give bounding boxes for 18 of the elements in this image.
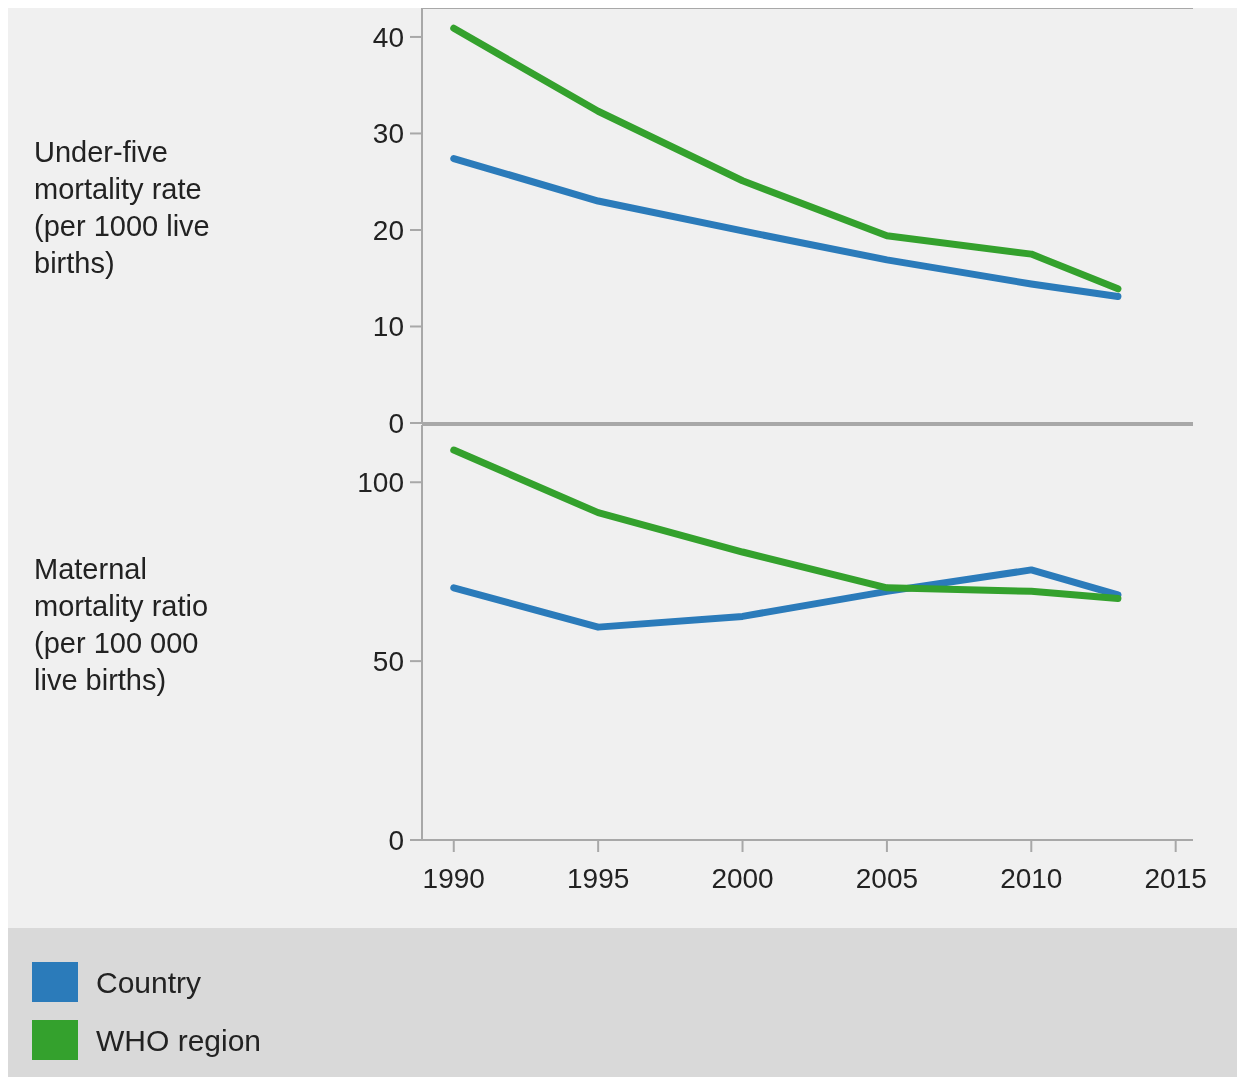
- x-tick-label: 2010: [1000, 863, 1063, 894]
- y-tick-label: 0: [388, 407, 404, 439]
- y-tick-label: 40: [372, 21, 404, 53]
- y-tick-label: 50: [372, 645, 404, 677]
- y-axis-title: Maternal mortality ratio (per 100 000 live births): [34, 552, 209, 696]
- legend-label: WHO region: [96, 1023, 262, 1057]
- legend-label: Country: [96, 965, 202, 999]
- y-tick-label: 10: [372, 311, 404, 343]
- x-tick-label: 1990: [422, 863, 485, 894]
- x-tick-label: 2000: [711, 863, 774, 894]
- y-tick-label: 100: [357, 467, 404, 499]
- y-tick-label: 0: [388, 824, 404, 856]
- y-axis-title: Under-five mortality rate (per 1000 live births): [34, 135, 210, 279]
- y-tick-label: 30: [372, 118, 404, 150]
- y-tick-label: 20: [372, 214, 404, 246]
- x-tick-label: 1995: [567, 863, 630, 894]
- x-tick-label: 2015: [1144, 863, 1207, 894]
- x-tick-label: 2005: [855, 863, 919, 894]
